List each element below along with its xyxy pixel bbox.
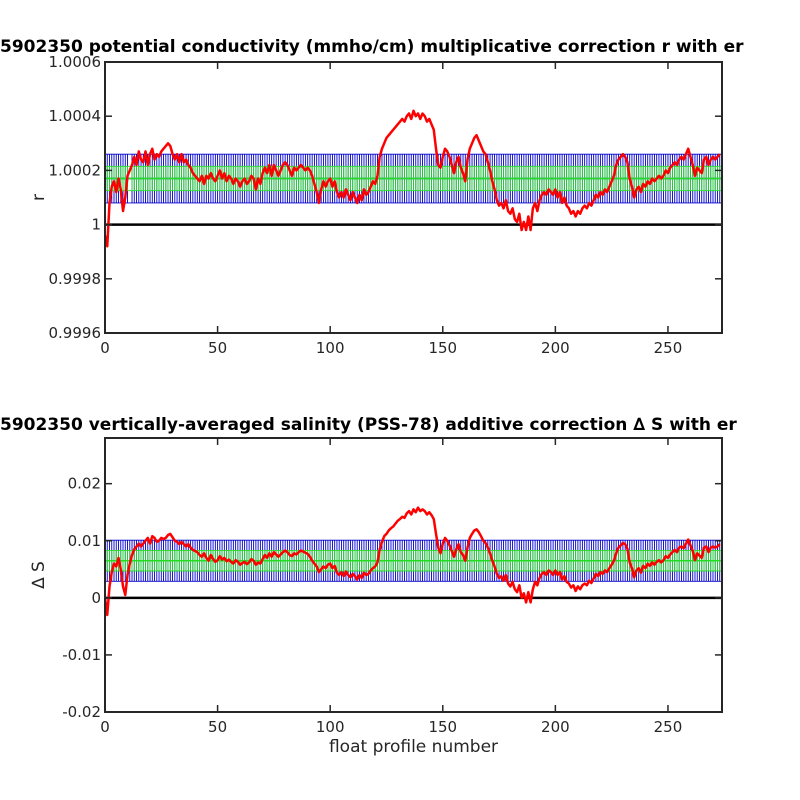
y-tick-label: 1.0004 — [49, 107, 102, 125]
x-tick-label: 250 — [654, 718, 683, 736]
plot-area — [105, 109, 722, 248]
y-tick-label: 0 — [91, 589, 101, 607]
x-axis-label: float profile number — [329, 737, 498, 757]
x-tick-label: 150 — [428, 718, 457, 736]
axes-box — [104, 61, 723, 334]
x-tick-label: 100 — [316, 339, 345, 357]
x-tick-label: 50 — [208, 718, 227, 736]
y-tick-label: 0.9996 — [49, 324, 102, 342]
x-tick-label: 200 — [541, 339, 570, 357]
y-tick-label: 0.02 — [68, 475, 101, 493]
correction-series-line — [105, 109, 721, 248]
salinity-correction-chart: 0 50 100 150 200 250 -0.02 -0.01 0 0.01 0.02 590235… — [0, 415, 737, 757]
conductivity-correction-chart: 0 50 100 150 200 250 0.9996 0.9998 1 1.0002 1.0004… — [0, 37, 744, 357]
y-tick-label: -0.01 — [62, 646, 101, 664]
y-tick-label: 1.0002 — [49, 161, 102, 179]
y-tick-label: -0.02 — [62, 703, 101, 721]
y-tick-label: 1 — [91, 216, 101, 234]
correction-series-line — [105, 506, 721, 617]
plot-area — [105, 506, 722, 617]
x-tick-label: 0 — [100, 718, 110, 736]
y-axis-label: r — [29, 194, 49, 201]
chart-title: 5902350 vertically-averaged salinity (PS… — [0, 415, 737, 435]
x-tick-label: 150 — [428, 339, 457, 357]
chart-title: 5902350 potential conductivity (mmho/cm)… — [0, 37, 744, 57]
x-tick-label: 0 — [100, 339, 110, 357]
x-tick-label: 250 — [654, 339, 683, 357]
y-axis-label: ∆ S — [29, 561, 49, 590]
x-tick-label: 50 — [208, 339, 227, 357]
y-tick-label: 1.0006 — [49, 53, 102, 71]
x-tick-label: 200 — [541, 718, 570, 736]
y-tick-label: 0.01 — [68, 532, 101, 550]
axes-box — [104, 437, 723, 713]
y-tick-label: 0.9998 — [49, 270, 102, 288]
x-tick-label: 100 — [316, 718, 345, 736]
